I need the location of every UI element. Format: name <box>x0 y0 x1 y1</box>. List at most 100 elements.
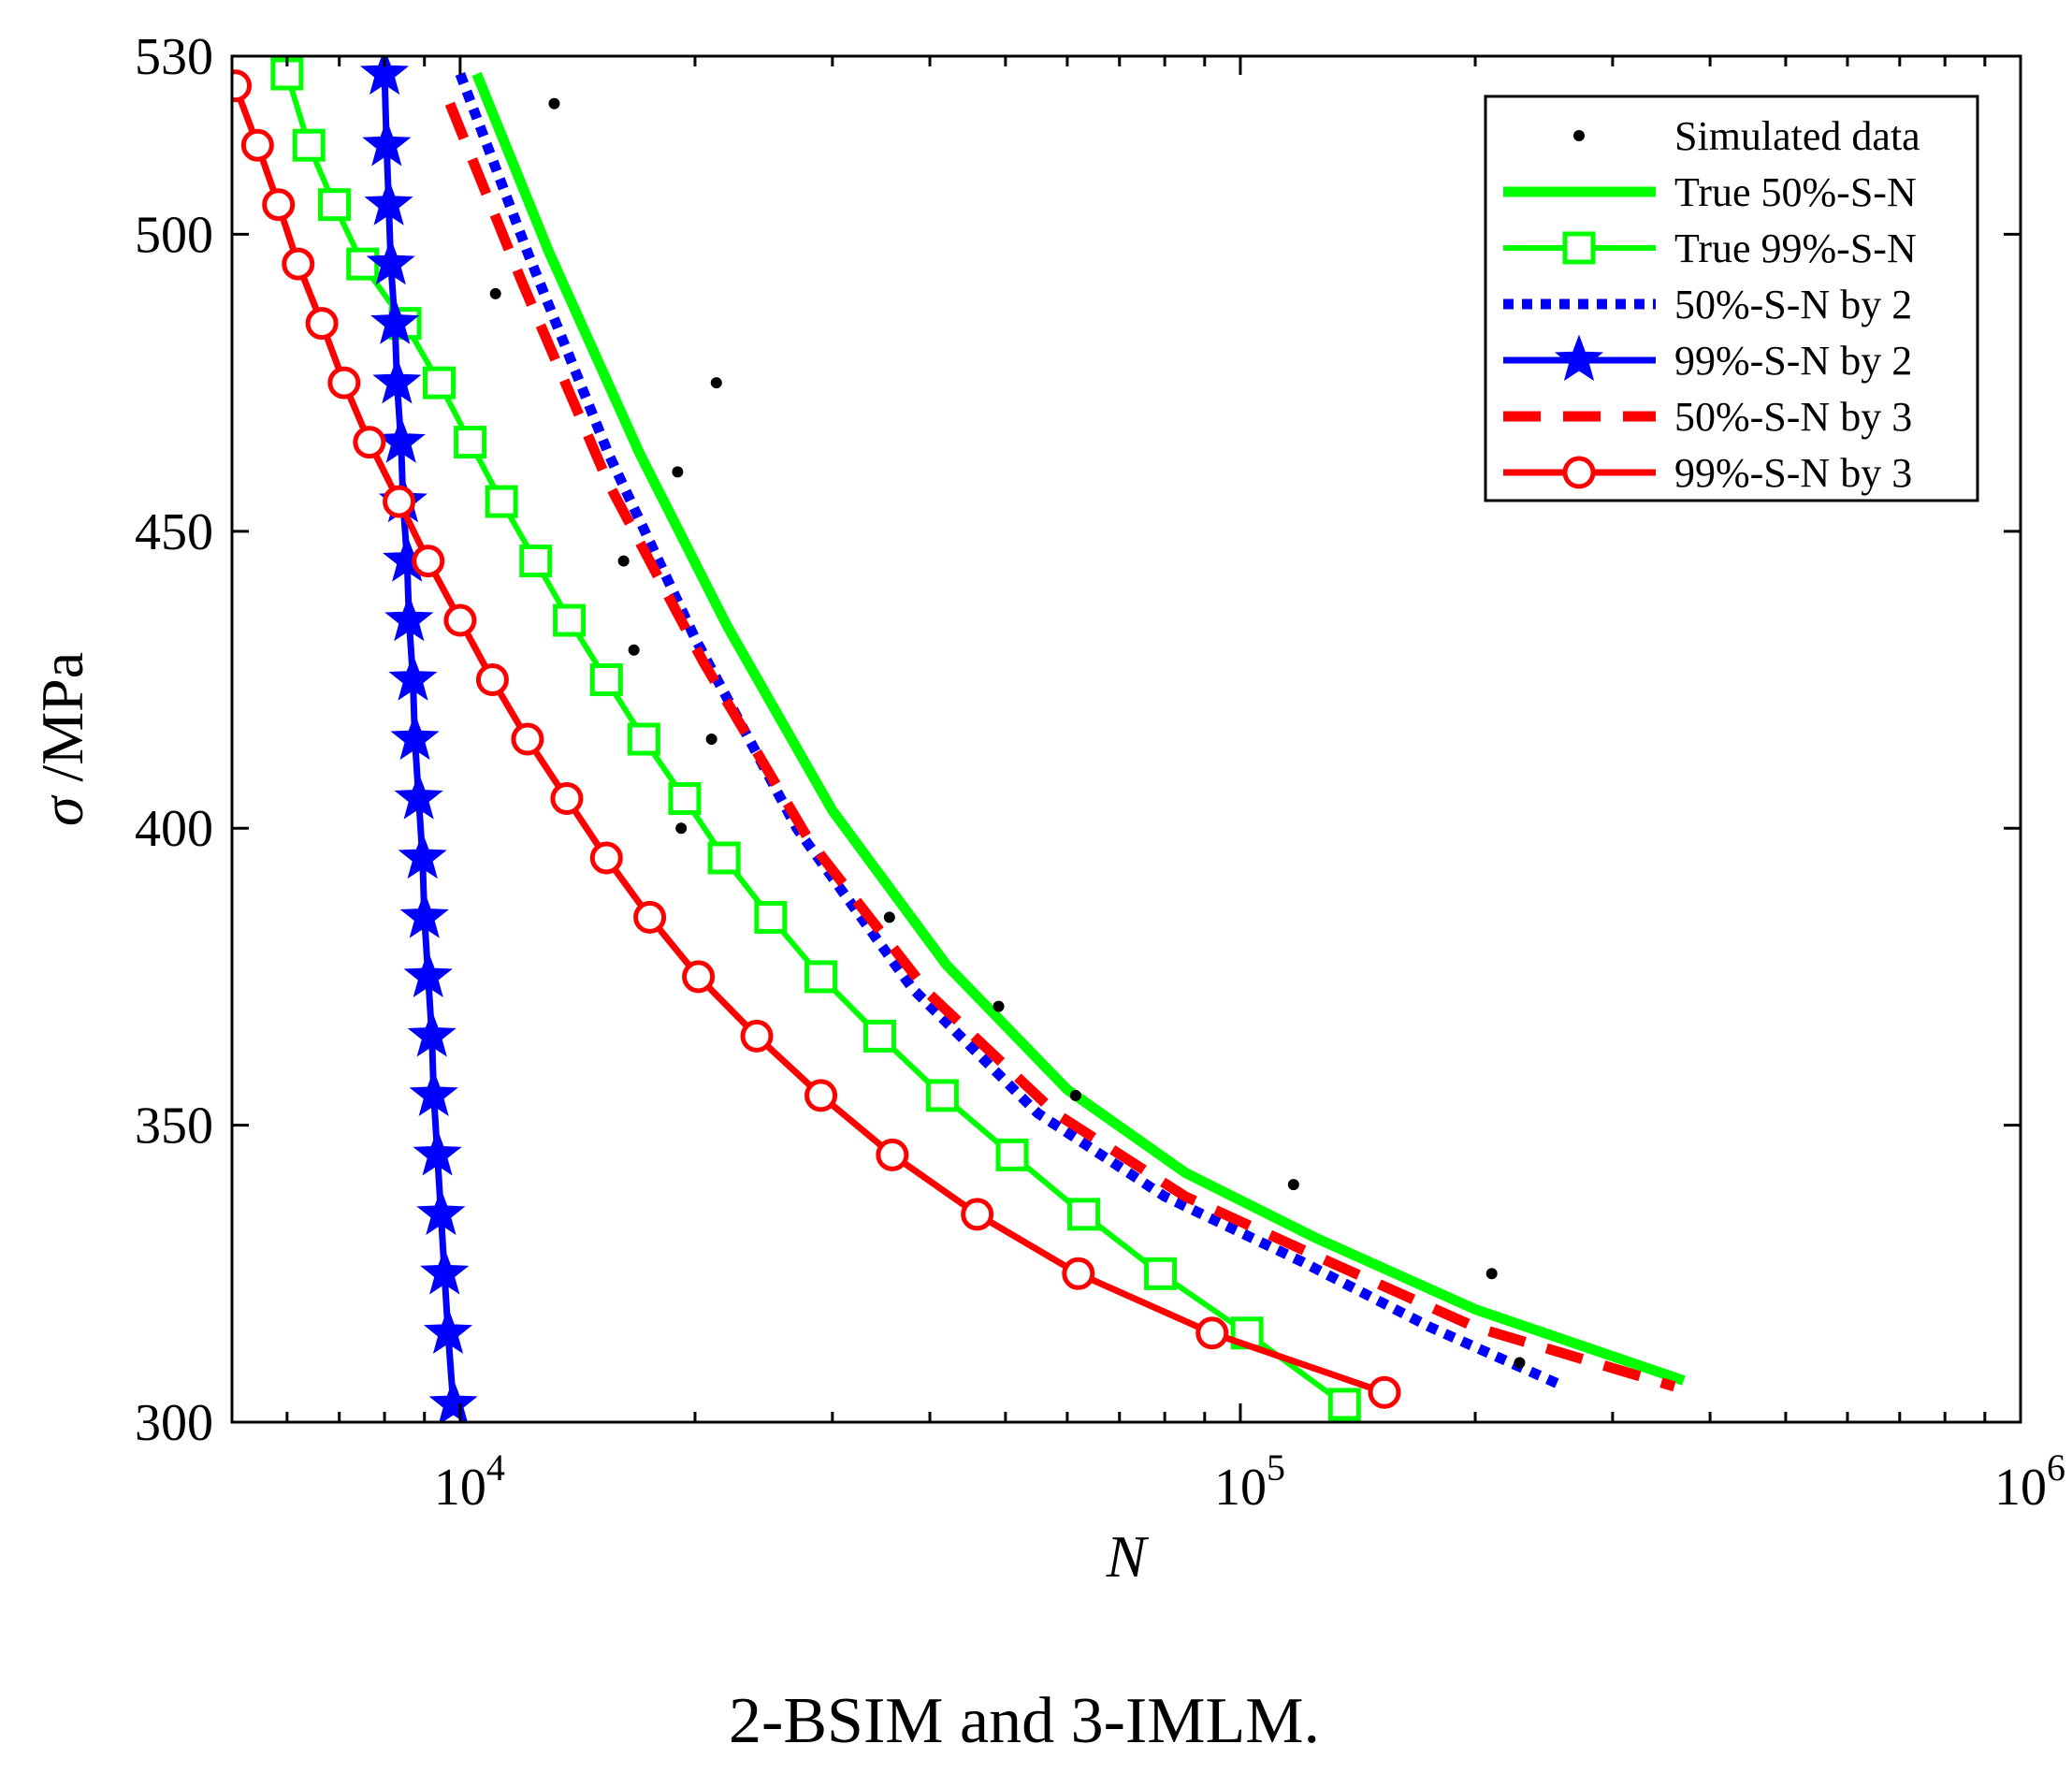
series-99-s-n-by-2 <box>359 56 478 1422</box>
data-point-simulated-data-2 <box>710 377 722 389</box>
legend-label-true-50-s-n: True 50%-S-N <box>1674 169 1917 215</box>
legend-entries: Simulated data True 50%-S-N True 99%-S-N 50… <box>1503 113 1920 496</box>
data-point-99-s-n-by-3-6 <box>353 426 386 459</box>
data-point-99-s-n-by-3-11 <box>511 722 544 756</box>
y-tick-label-1: 350 <box>135 1097 213 1155</box>
data-point-99-s-n-by-3-0 <box>232 69 253 103</box>
legend-item-50-s-n-by-2: 50%-S-N by 2 <box>1503 282 1912 327</box>
data-point-true-99-s-n-8 <box>519 545 553 578</box>
data-point-99-s-n-by-2-22 <box>428 1378 478 1422</box>
series-line-50-s-n-by-2 <box>455 72 1567 1391</box>
data-point-99-s-n-by-3-4 <box>305 307 339 341</box>
x-tick-exponent-2: 6 <box>2047 1446 2065 1489</box>
data-point-99-s-n-by-3-21 <box>1195 1316 1229 1350</box>
data-point-true-99-s-n-13 <box>707 841 741 875</box>
figure-caption: 2-BSIM and 3-IMLM. <box>729 1685 1320 1757</box>
data-point-99-s-n-by-2-11 <box>390 713 440 761</box>
data-point-99-s-n-by-3-5 <box>327 366 361 400</box>
y-tick-label-4: 500 <box>135 206 213 264</box>
series-simulated-data <box>489 97 1526 1369</box>
data-point-true-99-s-n-10 <box>589 663 623 697</box>
data-point-99-s-n-by-2-1 <box>362 119 412 167</box>
data-point-99-s-n-by-2-2 <box>364 179 413 225</box>
data-point-simulated-data-3 <box>672 466 684 478</box>
y-tick-label-2: 400 <box>135 800 213 858</box>
data-point-99-s-n-by-2-13 <box>398 832 447 879</box>
legend-label-true-99-s-n: True 99%-S-N <box>1674 225 1917 271</box>
data-point-99-s-n-by-2-15 <box>403 951 453 998</box>
series-true-50-s-n <box>471 71 1686 1386</box>
data-point-99-s-n-by-3-8 <box>412 545 445 578</box>
data-point-simulated-data-13 <box>1514 1357 1526 1369</box>
data-point-simulated-data-7 <box>675 822 688 835</box>
data-point-true-99-s-n-6 <box>454 426 487 459</box>
data-point-simulated-data-10 <box>1069 1089 1081 1101</box>
data-point-99-s-n-by-3-12 <box>550 781 584 815</box>
data-point-true-99-s-n-1 <box>292 128 326 162</box>
data-point-99-s-n-by-2-0 <box>359 56 410 95</box>
y-tick-label-5: 530 <box>135 28 213 86</box>
data-point-99-s-n-by-3-15 <box>682 960 716 994</box>
data-point-simulated-data-1 <box>489 287 501 299</box>
legend-label-99-s-n-by-3: 99%-S-N by 3 <box>1674 450 1912 496</box>
series-50-s-n-by-2 <box>455 72 1567 1391</box>
data-point-99-s-n-by-3-14 <box>633 900 667 934</box>
data-point-true-99-s-n-14 <box>754 900 788 934</box>
x-tick-base-0: 10 <box>434 1459 486 1517</box>
data-point-simulated-data-4 <box>617 555 630 567</box>
data-point-99-s-n-by-2-10 <box>388 654 438 701</box>
data-point-true-99-s-n-2 <box>317 188 351 222</box>
data-point-99-s-n-by-2-4 <box>370 298 420 344</box>
data-point-99-s-n-by-2-3 <box>366 238 415 285</box>
x-tick-label-0: 104 <box>434 1446 505 1517</box>
data-point-simulated-data-12 <box>1485 1268 1498 1280</box>
data-point-true-99-s-n-12 <box>668 781 702 815</box>
data-point-99-s-n-by-3-18 <box>876 1138 909 1171</box>
data-point-99-s-n-by-3-17 <box>804 1079 838 1112</box>
data-point-true-99-s-n-18 <box>995 1138 1029 1171</box>
x-tick-label-1: 105 <box>1214 1446 1285 1517</box>
data-point-true-99-s-n-22 <box>1327 1388 1361 1421</box>
data-point-true-99-s-n-11 <box>627 722 660 756</box>
legend-label-50-s-n-by-3: 50%-S-N by 3 <box>1674 394 1912 440</box>
legend: Simulated data True 50%-S-N True 99%-S-N 50… <box>1484 94 1979 502</box>
data-point-99-s-n-by-3-10 <box>475 663 509 697</box>
data-point-99-s-n-by-3-22 <box>1368 1375 1401 1409</box>
data-point-true-99-s-n-15 <box>804 960 838 994</box>
data-point-true-99-s-n-19 <box>1067 1198 1101 1231</box>
legend-item-50-s-n-by-3: 50%-S-N by 3 <box>1503 394 1912 440</box>
data-point-true-99-s-n-20 <box>1144 1257 1178 1290</box>
data-point-99-s-n-by-2-21 <box>423 1307 473 1354</box>
data-point-99-s-n-by-2-19 <box>416 1188 466 1236</box>
data-point-99-s-n-by-2-16 <box>407 1010 456 1057</box>
series-99-s-n-by-3 <box>232 69 1401 1409</box>
data-point-99-s-n-by-2-5 <box>372 356 422 404</box>
legend-item-simulated-data: Simulated data <box>1573 113 1920 159</box>
legend-item-99-s-n-by-3: 99%-S-N by 3 <box>1503 450 1912 496</box>
y-axis-label: σ /MPa <box>29 652 95 826</box>
data-point-simulated-data-11 <box>1287 1179 1299 1191</box>
data-point-true-99-s-n-7 <box>485 485 518 518</box>
y-axis-symbol: σ <box>29 794 95 826</box>
data-point-99-s-n-by-2-18 <box>413 1128 462 1176</box>
legend-label-99-s-n-by-2: 99%-S-N by 2 <box>1674 338 1912 384</box>
data-point-99-s-n-by-2-14 <box>399 891 449 938</box>
legend-item-true-50-s-n: True 50%-S-N <box>1503 169 1917 215</box>
data-point-simulated-data-0 <box>548 97 560 109</box>
series-layer <box>232 56 1686 1422</box>
x-tick-base-2: 10 <box>1994 1459 2047 1517</box>
data-point-99-s-n-by-3-20 <box>1062 1257 1095 1290</box>
data-point-99-s-n-by-3-2 <box>262 188 296 222</box>
data-point-99-s-n-by-3-7 <box>383 485 416 518</box>
legend-marker-99-s-n-by-2 <box>1554 334 1604 382</box>
data-point-99-s-n-by-3-1 <box>240 128 274 162</box>
data-point-true-99-s-n-5 <box>422 366 456 400</box>
x-axis-label: N <box>1106 1523 1150 1590</box>
data-point-true-99-s-n-3 <box>346 247 380 281</box>
data-point-true-99-s-n-17 <box>925 1079 959 1112</box>
data-point-99-s-n-by-3-16 <box>740 1019 774 1053</box>
data-point-99-s-n-by-3-9 <box>443 603 477 637</box>
data-point-99-s-n-by-2-9 <box>384 594 434 642</box>
